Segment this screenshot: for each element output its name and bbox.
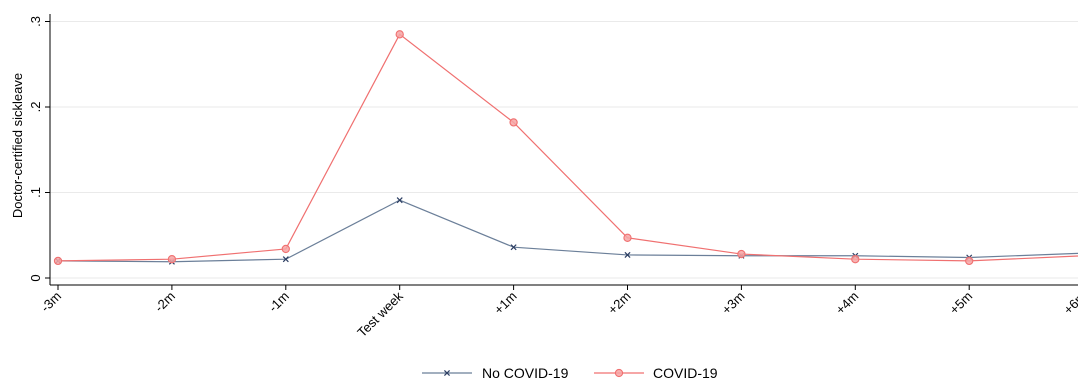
data-point [965,256,974,266]
data-point [395,30,404,39]
series-line [57,199,1078,263]
data-point [510,244,517,251]
data-point [851,255,860,264]
series [53,30,1078,266]
x-tick-label: +1m [491,289,520,318]
x-tick-label: +2m [605,289,634,318]
y-tick-label: 0 [28,274,43,281]
x-tick-label: -3m [38,289,64,315]
data-point [624,251,631,258]
y-axis-title: Doctor-certified sickleave [10,73,25,218]
x-tick-label: +5m [947,289,976,318]
legend-item: No COVID-19 [422,365,569,378]
y-tick-label: .3 [28,16,43,27]
legend-label: COVID-19 [653,365,718,378]
axes [49,14,1078,286]
data-point [53,256,63,266]
gridlines [50,21,1078,279]
data-point [167,255,177,264]
x-ticks: -3m -2m -1m Test week +1m +2m +3m +4m +5m +6m [38,285,1078,340]
data-point [281,244,290,254]
data-point [282,256,289,263]
series-covid [53,30,1078,266]
x-tick-label: -2m [152,289,178,315]
series-line [57,33,1078,262]
data-point [396,197,403,204]
x-tick-label: +6m [1060,289,1078,318]
y-tick-label: .1 [28,187,43,198]
x-tick-label: Test week [354,288,406,340]
x-tick-label: +3m [719,289,748,318]
y-tick-label: .2 [28,102,43,113]
data-point [623,233,632,242]
data-point [509,118,518,127]
x-tick-label: +4m [833,289,862,318]
legend: No COVID-19 COVID-19 [422,365,718,378]
legend-label: No COVID-19 [482,365,569,378]
data-point [737,249,746,259]
legend-item: COVID-19 [594,365,718,378]
legend-marker [614,368,624,378]
y-ticks: 0 .1 .2 .3 [28,16,50,282]
series-no-covid [54,197,1078,265]
legend-marker [443,369,451,377]
x-tick-label: -1m [265,289,291,315]
